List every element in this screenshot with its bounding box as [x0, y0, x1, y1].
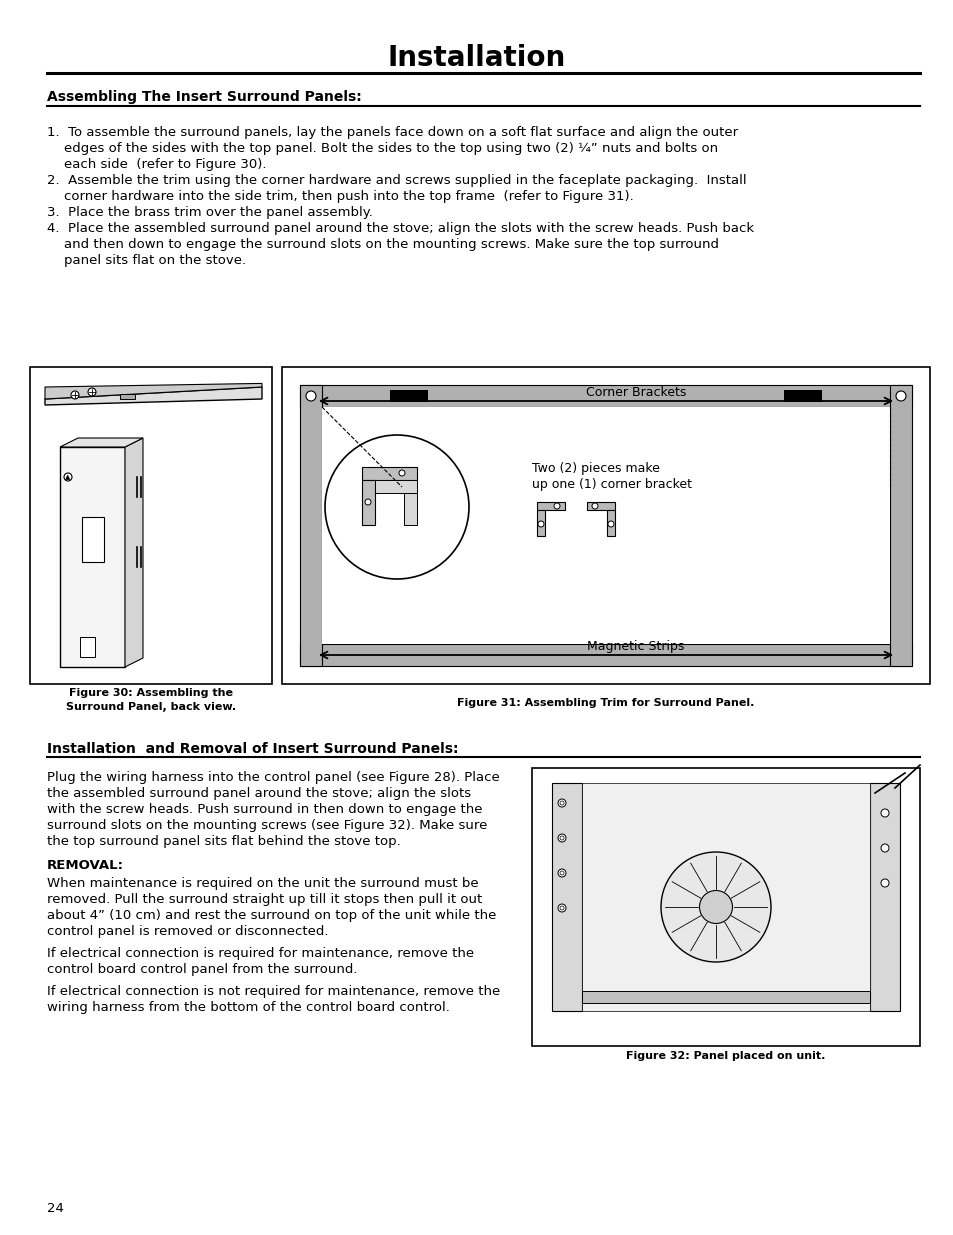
Circle shape — [880, 879, 888, 887]
Text: with the screw heads. Push surround in then down to engage the: with the screw heads. Push surround in t… — [47, 803, 482, 816]
Bar — [120, 394, 135, 399]
Text: ▲: ▲ — [65, 474, 71, 480]
Polygon shape — [45, 387, 262, 405]
Bar — [586, 501, 615, 510]
Text: Assembling The Insert Surround Panels:: Assembling The Insert Surround Panels: — [47, 90, 361, 104]
Circle shape — [699, 890, 732, 924]
Text: the assembled surround panel around the stove; align the slots: the assembled surround panel around the … — [47, 787, 471, 800]
Text: Figure 32: Panel placed on unit.: Figure 32: Panel placed on unit. — [626, 1051, 825, 1061]
Text: corner hardware into the side trim, then push into the top frame  (refer to Figu: corner hardware into the side trim, then… — [47, 190, 633, 203]
Bar — [299, 385, 322, 666]
Bar — [390, 390, 428, 403]
Text: If electrical connection is required for maintenance, remove the: If electrical connection is required for… — [47, 947, 474, 960]
Text: and then down to engage the surround slots on the mounting screws. Make sure the: and then down to engage the surround slo… — [47, 238, 719, 251]
Circle shape — [558, 799, 565, 806]
Circle shape — [398, 471, 405, 475]
Polygon shape — [125, 438, 143, 667]
Bar — [537, 501, 564, 510]
Text: If electrical connection is not required for maintenance, remove the: If electrical connection is not required… — [47, 986, 499, 998]
Text: 4.  Place the assembled surround panel around the stove; align the slots with th: 4. Place the assembled surround panel ar… — [47, 222, 753, 235]
Text: 24: 24 — [47, 1202, 64, 1215]
Bar — [537, 510, 544, 536]
Circle shape — [306, 391, 315, 401]
Text: Installation  and Removal of Insert Surround Panels:: Installation and Removal of Insert Surro… — [47, 742, 458, 756]
Text: Magnetic Strips: Magnetic Strips — [587, 640, 684, 653]
Circle shape — [558, 834, 565, 842]
Bar — [869, 783, 899, 1011]
Circle shape — [607, 521, 614, 527]
Circle shape — [88, 388, 96, 396]
Circle shape — [537, 521, 543, 527]
Text: REMOVAL:: REMOVAL: — [47, 860, 124, 872]
Text: panel sits flat on the stove.: panel sits flat on the stove. — [47, 254, 246, 267]
Circle shape — [592, 503, 598, 509]
Text: about 4” (10 cm) and rest the surround on top of the unit while the: about 4” (10 cm) and rest the surround o… — [47, 909, 496, 923]
Text: Installation: Installation — [388, 44, 565, 72]
Circle shape — [325, 435, 469, 579]
Circle shape — [559, 802, 563, 805]
Bar — [375, 480, 416, 493]
Circle shape — [895, 391, 905, 401]
Text: Plug the wiring harness into the control panel (see Figure 28). Place: Plug the wiring harness into the control… — [47, 771, 499, 784]
Circle shape — [71, 391, 79, 399]
Text: 2.  Assemble the trim using the corner hardware and screws supplied in the facep: 2. Assemble the trim using the corner ha… — [47, 174, 746, 186]
Bar — [403, 493, 416, 525]
Circle shape — [558, 904, 565, 911]
Circle shape — [559, 906, 563, 910]
Text: Figure 31: Assembling Trim for Surround Panel.: Figure 31: Assembling Trim for Surround … — [456, 698, 754, 708]
Polygon shape — [45, 383, 262, 399]
Text: 3.  Place the brass trim over the panel assembly.: 3. Place the brass trim over the panel a… — [47, 206, 373, 219]
Bar — [783, 390, 821, 403]
Circle shape — [660, 852, 770, 962]
Text: Corner Brackets: Corner Brackets — [585, 387, 685, 399]
Bar — [606, 510, 615, 536]
Bar — [889, 385, 911, 666]
Text: edges of the sides with the top panel. Bolt the sides to the top using two (2) ¼: edges of the sides with the top panel. B… — [47, 142, 718, 156]
Text: each side  (refer to Figure 30).: each side (refer to Figure 30). — [47, 158, 266, 170]
Bar — [80, 637, 95, 657]
Bar — [299, 643, 911, 666]
Circle shape — [880, 809, 888, 818]
Bar — [282, 367, 929, 684]
Text: control board control panel from the surround.: control board control panel from the sur… — [47, 963, 357, 976]
Circle shape — [880, 844, 888, 852]
Bar — [299, 385, 911, 408]
Polygon shape — [60, 438, 143, 447]
Text: 1.  To assemble the surround panels, lay the panels face down on a soft flat sur: 1. To assemble the surround panels, lay … — [47, 126, 738, 140]
Bar — [30, 367, 272, 684]
Text: Two (2) pieces make: Two (2) pieces make — [532, 462, 659, 475]
Text: the top surround panel sits flat behind the stove top.: the top surround panel sits flat behind … — [47, 835, 400, 848]
Circle shape — [365, 499, 371, 505]
Bar — [361, 467, 416, 480]
Text: up one (1) corner bracket: up one (1) corner bracket — [532, 478, 691, 492]
Text: surround slots on the mounting screws (see Figure 32). Make sure: surround slots on the mounting screws (s… — [47, 819, 487, 832]
Bar — [552, 783, 581, 1011]
Circle shape — [558, 869, 565, 877]
Text: Figure 30: Assembling the: Figure 30: Assembling the — [69, 688, 233, 698]
Circle shape — [554, 503, 559, 509]
Bar — [82, 517, 104, 562]
Circle shape — [559, 836, 563, 840]
Polygon shape — [60, 447, 125, 667]
Bar — [361, 480, 375, 525]
Bar — [581, 783, 869, 1011]
Text: When maintenance is required on the unit the surround must be: When maintenance is required on the unit… — [47, 877, 478, 890]
Text: Surround Panel, back view.: Surround Panel, back view. — [66, 701, 235, 713]
Circle shape — [64, 473, 71, 480]
Circle shape — [559, 871, 563, 876]
Text: wiring harness from the bottom of the control board control.: wiring harness from the bottom of the co… — [47, 1002, 450, 1014]
Bar — [532, 768, 919, 1046]
Bar — [322, 408, 889, 643]
Text: removed. Pull the surround straight up till it stops then pull it out: removed. Pull the surround straight up t… — [47, 893, 482, 906]
Text: control panel is removed or disconnected.: control panel is removed or disconnected… — [47, 925, 328, 939]
Bar — [581, 990, 869, 1003]
